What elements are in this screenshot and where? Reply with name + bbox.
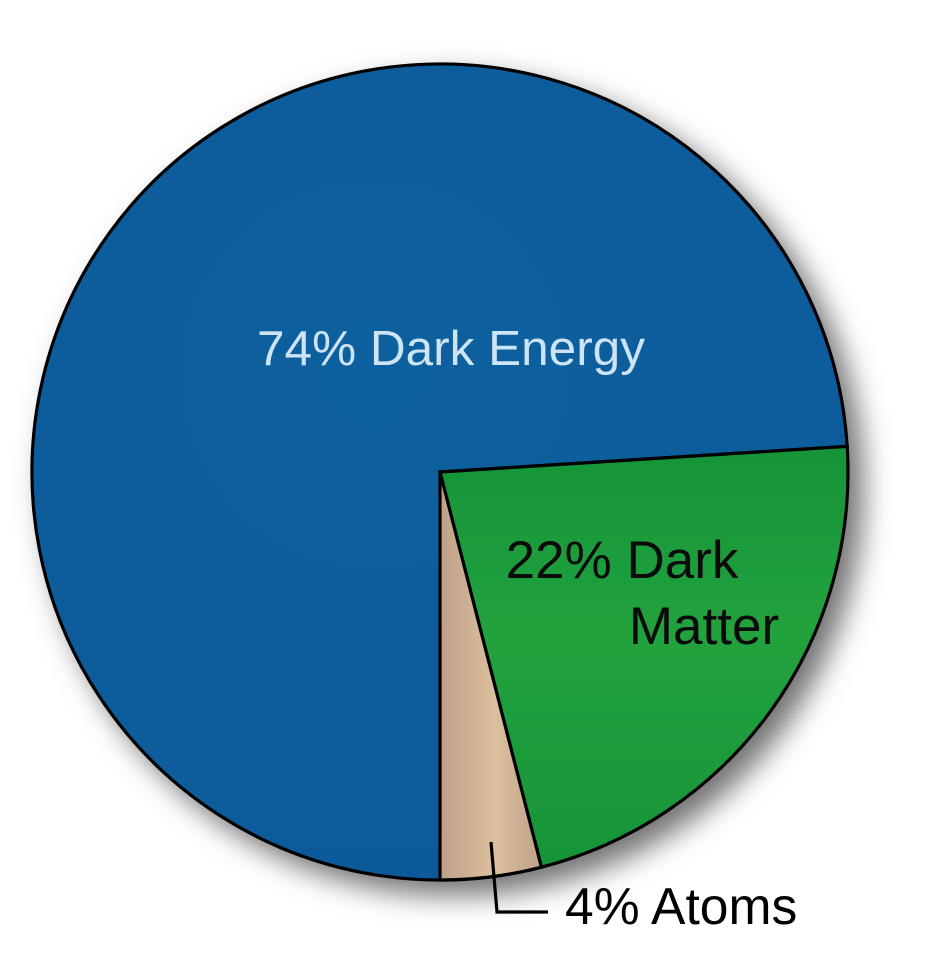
svg-text:4% Atoms: 4% Atoms bbox=[565, 877, 797, 935]
svg-text:22% Dark: 22% Dark bbox=[506, 531, 739, 590]
svg-text:Matter: Matter bbox=[629, 597, 779, 656]
svg-text:74% Dark Energy: 74% Dark Energy bbox=[257, 321, 645, 376]
